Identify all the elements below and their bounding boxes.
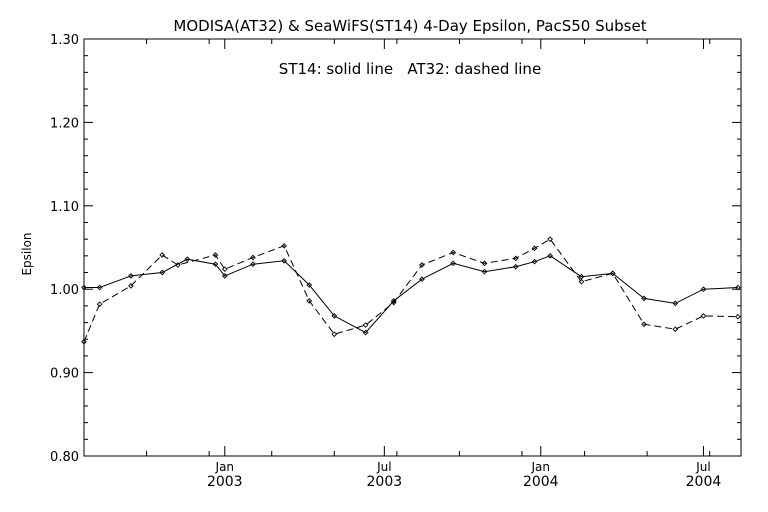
data-point-at32 bbox=[390, 299, 397, 306]
data-point-at32 bbox=[281, 242, 288, 249]
data-point-st14 bbox=[306, 282, 313, 288]
data-point-at32 bbox=[175, 262, 181, 268]
x-tick-label-year: 2004 bbox=[686, 474, 722, 490]
y-axis-label: Epsilon bbox=[20, 232, 34, 275]
data-point-at32 bbox=[481, 260, 488, 267]
data-point-at32 bbox=[250, 254, 256, 261]
y-tick-label: 0.90 bbox=[50, 367, 79, 382]
data-point-at32 bbox=[306, 298, 313, 304]
data-point-st14 bbox=[221, 273, 228, 279]
data-point-st14 bbox=[250, 261, 256, 268]
data-point-at32 bbox=[609, 270, 616, 277]
data-point-st14 bbox=[96, 284, 103, 291]
y-tick-label: 1.20 bbox=[50, 116, 79, 131]
data-point-at32 bbox=[128, 283, 134, 289]
data-point-st14 bbox=[531, 258, 538, 265]
data-point-at32 bbox=[672, 326, 679, 333]
y-tick-label: 0.80 bbox=[50, 450, 79, 465]
data-point-st14 bbox=[512, 263, 519, 270]
plot-area: 0.800.901.001.101.201.30Jan2003Jul2003Ja… bbox=[50, 33, 742, 490]
data-point-at32 bbox=[735, 313, 741, 320]
data-point-at32 bbox=[362, 322, 369, 328]
data-point-at32 bbox=[700, 313, 707, 319]
plot-frame bbox=[83, 38, 742, 457]
data-point-at32 bbox=[212, 252, 219, 258]
data-point-at32 bbox=[512, 255, 519, 262]
chart-title: MODISA(AT32) & SeaWiFS(ST14) 4-Day Epsil… bbox=[173, 17, 646, 35]
x-tick-label-year: 2003 bbox=[207, 474, 243, 490]
data-point-st14 bbox=[735, 284, 741, 291]
data-point-at32 bbox=[547, 236, 553, 242]
series-line-st14 bbox=[84, 255, 738, 334]
data-point-at32 bbox=[450, 249, 457, 256]
x-tick-label-year: 2004 bbox=[523, 474, 559, 490]
data-point-st14 bbox=[184, 256, 191, 263]
data-point-st14 bbox=[700, 286, 707, 293]
x-tick-label-month: Jul bbox=[376, 460, 391, 474]
x-tick-label-year: 2003 bbox=[367, 474, 403, 490]
y-tick-label: 1.30 bbox=[50, 33, 79, 48]
x-tick-label-month: Jan bbox=[531, 460, 551, 474]
chart-annotation: ST14: solid line AT32: dashed line bbox=[279, 60, 541, 78]
data-point-st14 bbox=[81, 284, 87, 291]
data-point-at32 bbox=[419, 262, 425, 268]
data-point-st14 bbox=[159, 269, 166, 276]
data-point-at32 bbox=[221, 266, 228, 273]
data-point-st14 bbox=[641, 295, 647, 302]
data-point-st14 bbox=[331, 313, 338, 319]
data-point-st14 bbox=[128, 273, 134, 279]
series-line-at32 bbox=[83, 238, 738, 342]
data-point-at32 bbox=[578, 278, 585, 285]
x-tick-label-month: Jan bbox=[215, 460, 235, 474]
data-point-at32 bbox=[331, 331, 338, 338]
data-point-at32 bbox=[531, 245, 538, 252]
data-point-st14 bbox=[419, 276, 425, 283]
data-point-at32 bbox=[96, 301, 103, 308]
data-point-st14 bbox=[212, 261, 219, 268]
data-point-st14 bbox=[362, 329, 369, 336]
data-point-st14 bbox=[481, 268, 488, 275]
data-point-st14 bbox=[547, 253, 553, 259]
y-tick-label: 1.10 bbox=[50, 200, 79, 215]
data-point-at32 bbox=[159, 252, 166, 258]
data-point-at32 bbox=[81, 338, 87, 345]
y-tick-label: 1.00 bbox=[50, 283, 79, 298]
data-point-st14 bbox=[450, 260, 457, 267]
data-point-at32 bbox=[641, 321, 647, 328]
x-tick-label-month: Jul bbox=[695, 460, 710, 474]
data-point-st14 bbox=[672, 300, 679, 307]
data-point-st14 bbox=[281, 258, 288, 264]
